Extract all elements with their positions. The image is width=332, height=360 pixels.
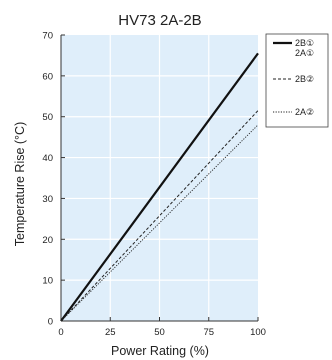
- legend-label-1: 2B②: [295, 74, 314, 84]
- x-axis-label: Power Rating (%): [111, 344, 209, 358]
- series-line-1: [60, 110, 259, 322]
- legend-label-2: 2A②: [295, 107, 314, 117]
- y-tick-label: 0: [48, 317, 53, 328]
- y-tick-label: 20: [42, 235, 53, 246]
- plot-area: 0 25 50 75 100 0 10 20 30 40 50 60 70: [42, 31, 266, 339]
- legend-box: [265, 33, 329, 128]
- y-axis-label: Temperature Rise (°C): [13, 122, 27, 246]
- y-tick-label: 40: [42, 153, 53, 164]
- y-tick-label: 60: [42, 71, 53, 82]
- chart-title: HV73 2A-2B: [118, 12, 201, 29]
- legend: 2B① 2A① 2B② 2A②: [265, 33, 329, 128]
- x-tick-label: 50: [154, 327, 165, 338]
- x-tick-label: 0: [58, 327, 63, 338]
- series-line-0: [60, 52, 259, 322]
- y-tick-label: 70: [42, 31, 53, 42]
- series-line-2: [60, 124, 259, 322]
- legend-label-0: 2B① 2A①: [295, 38, 314, 58]
- x-tick-label: 25: [105, 327, 116, 338]
- y-tick-label: 50: [42, 112, 53, 123]
- x-tick-label: 100: [250, 327, 266, 338]
- x-tick-label: 75: [203, 327, 214, 338]
- y-tick-label: 10: [42, 276, 53, 287]
- y-tick-label: 30: [42, 194, 53, 205]
